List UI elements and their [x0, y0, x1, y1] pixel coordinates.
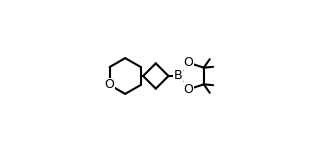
- Text: B: B: [174, 69, 183, 83]
- Text: O: O: [183, 56, 193, 69]
- Text: O: O: [105, 78, 115, 92]
- Text: O: O: [183, 83, 193, 96]
